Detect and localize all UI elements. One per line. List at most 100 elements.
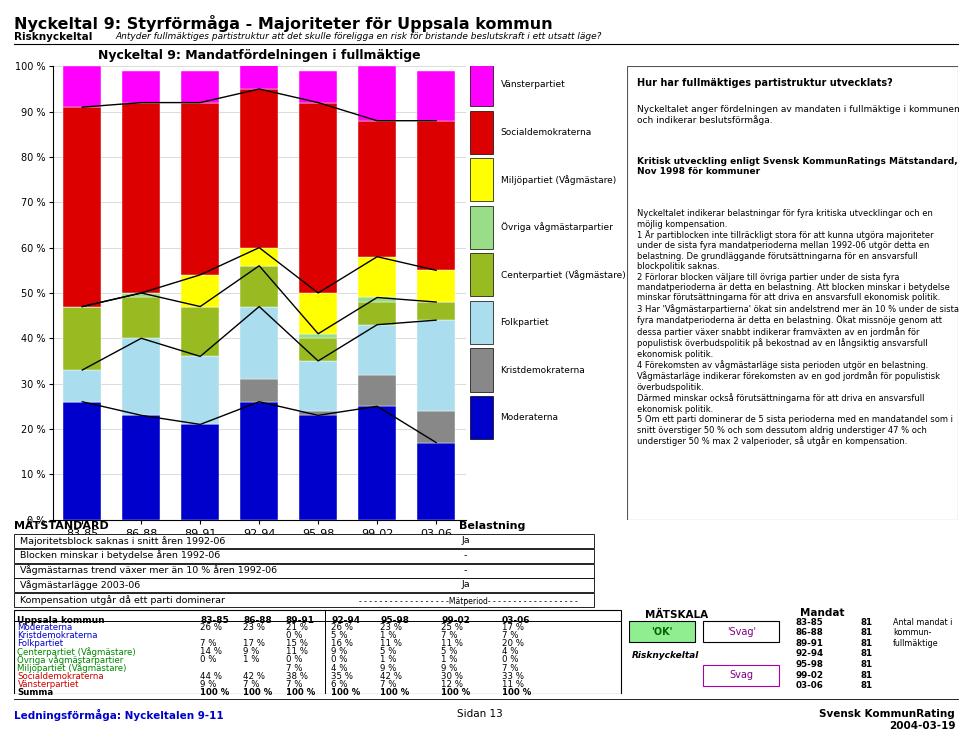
Text: 30 %: 30 % — [441, 671, 463, 681]
Text: Ja: Ja — [461, 581, 469, 590]
Text: Svag: Svag — [730, 670, 754, 680]
Bar — [122, 416, 160, 520]
Text: 9 %: 9 % — [243, 647, 259, 656]
Text: 1 %: 1 % — [380, 655, 396, 665]
Bar — [240, 248, 278, 266]
Text: Nyckeltal 9: Styrförmåga - Majoriteter för Uppsala kommun: Nyckeltal 9: Styrförmåga - Majoriteter f… — [14, 15, 553, 32]
Text: 92-94: 92-94 — [795, 649, 824, 658]
Text: 26 %: 26 % — [331, 623, 353, 632]
Text: Kristdemokraterna: Kristdemokraterna — [500, 366, 586, 374]
Text: Blocken minskar i betydelse åren 1992-06: Blocken minskar i betydelse åren 1992-06 — [20, 551, 221, 560]
Bar — [63, 307, 102, 370]
Text: 4 %: 4 % — [331, 663, 348, 673]
Text: 81: 81 — [860, 681, 873, 690]
Text: Kritisk utveckling enligt Svensk KommunRatings Mätstandard, Nov 1998 för kommune: Kritisk utveckling enligt Svensk KommunR… — [636, 157, 957, 176]
Text: Svensk KommunRating
2004-03-19: Svensk KommunRating 2004-03-19 — [820, 709, 955, 730]
Text: 89-91: 89-91 — [286, 616, 315, 625]
Text: 0 %: 0 % — [201, 655, 217, 665]
Bar — [240, 307, 278, 379]
Bar — [470, 111, 493, 153]
Bar — [358, 406, 396, 520]
Text: fullmäktige: fullmäktige — [893, 639, 939, 648]
Bar — [358, 298, 396, 302]
Text: 95-98: 95-98 — [380, 616, 409, 625]
Bar — [470, 254, 493, 296]
Bar — [299, 338, 337, 361]
Bar — [240, 379, 278, 402]
Text: 17 %: 17 % — [502, 623, 524, 632]
Text: 21 %: 21 % — [286, 623, 307, 632]
Bar — [358, 256, 396, 298]
Text: 81: 81 — [860, 649, 873, 658]
Text: 99-02: 99-02 — [441, 616, 470, 625]
Text: 14 %: 14 % — [201, 647, 223, 656]
Bar — [63, 402, 102, 520]
Text: Centerpartiet (Vågmästare): Centerpartiet (Vågmästare) — [500, 270, 625, 280]
Bar — [63, 370, 102, 402]
Bar — [63, 66, 102, 107]
Text: 5 %: 5 % — [380, 647, 396, 656]
Bar — [299, 293, 337, 334]
Bar — [299, 334, 337, 338]
Text: 17 %: 17 % — [243, 639, 265, 648]
Text: Vänsterpartiet: Vänsterpartiet — [17, 680, 79, 689]
Text: 'Svag': 'Svag' — [727, 626, 756, 637]
Text: Antyder fullmäktiges partistruktur att det skulle föreligga en risk för bristand: Antyder fullmäktiges partistruktur att d… — [115, 32, 602, 41]
Text: 7 %: 7 % — [286, 680, 302, 689]
Text: 81: 81 — [860, 628, 873, 638]
Text: 23 %: 23 % — [380, 623, 402, 632]
Bar — [299, 411, 337, 416]
Bar — [417, 442, 455, 520]
Bar — [299, 361, 337, 411]
Text: 20 %: 20 % — [502, 639, 524, 648]
Text: 42 %: 42 % — [380, 671, 402, 681]
Text: Moderaterna: Moderaterna — [500, 413, 559, 422]
Text: Majoritetsblock saknas i snitt åren 1992-06: Majoritetsblock saknas i snitt åren 1992… — [20, 536, 226, 545]
Text: 9 %: 9 % — [331, 647, 348, 656]
Text: 1 %: 1 % — [380, 631, 396, 640]
Text: Hur har fullmäktiges partistruktur utvecklats?: Hur har fullmäktiges partistruktur utvec… — [636, 77, 893, 88]
Text: 7 %: 7 % — [201, 639, 217, 648]
Text: 1 %: 1 % — [243, 655, 259, 665]
Text: Summa: Summa — [17, 688, 54, 697]
Text: MÄTSTANDARD: MÄTSTANDARD — [14, 521, 109, 531]
Bar — [181, 275, 220, 307]
Text: 100 %: 100 % — [286, 688, 315, 697]
Text: 100 %: 100 % — [441, 688, 470, 697]
Text: 0 %: 0 % — [502, 655, 518, 665]
Text: 81: 81 — [860, 618, 873, 626]
Text: 100 %: 100 % — [201, 688, 229, 697]
Text: 81: 81 — [860, 639, 873, 648]
Text: 25 %: 25 % — [441, 623, 463, 632]
Text: 7 %: 7 % — [502, 663, 518, 673]
Text: 83-85: 83-85 — [201, 616, 229, 625]
Text: 92-94: 92-94 — [331, 616, 361, 625]
Text: 33 %: 33 % — [502, 671, 524, 681]
Bar — [417, 302, 455, 320]
Bar — [358, 325, 396, 374]
Text: 5 %: 5 % — [331, 631, 348, 640]
Text: Sidan 13: Sidan 13 — [457, 709, 503, 719]
Bar — [470, 63, 493, 106]
Text: 12 %: 12 % — [441, 680, 463, 689]
Bar — [358, 374, 396, 406]
Text: 7 %: 7 % — [286, 663, 302, 673]
Text: Miljöpartiet (Vågmästare): Miljöpartiet (Vågmästare) — [500, 175, 616, 184]
Bar — [299, 416, 337, 520]
Text: 1 %: 1 % — [441, 655, 458, 665]
Text: 38 %: 38 % — [286, 671, 307, 681]
Text: 9 %: 9 % — [380, 663, 396, 673]
Text: 11 %: 11 % — [502, 680, 524, 689]
Bar — [417, 71, 455, 121]
Text: 86-88: 86-88 — [243, 616, 272, 625]
Text: Centerpartiet (Vågmästare): Centerpartiet (Vågmästare) — [17, 647, 136, 657]
Text: -: - — [464, 551, 468, 560]
Text: 0 %: 0 % — [286, 655, 302, 665]
Text: Vågmästarlägge 2003-06: Vågmästarlägge 2003-06 — [20, 580, 141, 590]
Bar — [417, 121, 455, 270]
Bar — [122, 71, 160, 102]
Text: 03-06: 03-06 — [795, 681, 823, 690]
Bar — [470, 301, 493, 344]
Bar — [358, 121, 396, 256]
Text: Övriga vågmästarpartier: Övriga vågmästarpartier — [17, 655, 124, 666]
